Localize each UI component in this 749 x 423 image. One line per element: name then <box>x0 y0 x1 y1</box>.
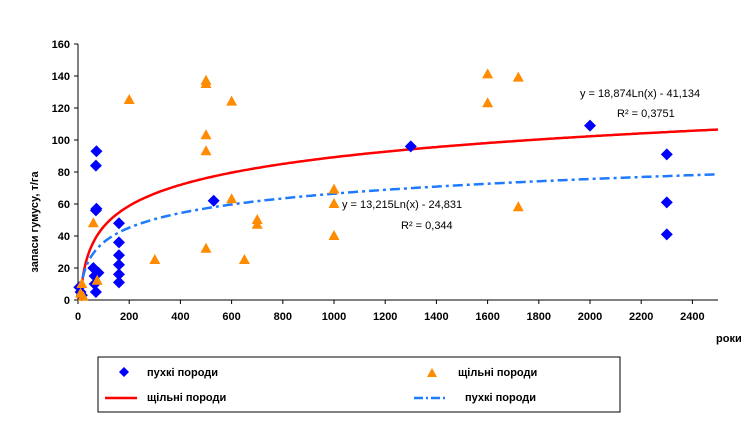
scatter-point-loose <box>112 258 125 271</box>
scatter-point-dense <box>200 129 212 140</box>
y-tick-label: 0 <box>64 295 70 307</box>
trend-lines <box>78 128 719 300</box>
scatter-point-dense <box>482 97 494 108</box>
scatter-point-dense <box>200 78 212 88</box>
x-tick-label: 200 <box>120 311 138 323</box>
legend-label-dense-trend: щільні породи <box>147 392 226 404</box>
scatter-point-dense <box>200 242 212 253</box>
scatter-point-dense <box>328 183 340 194</box>
scatter-point-dense <box>251 218 263 229</box>
x-tick-label: 2000 <box>578 311 602 323</box>
legend-label-loose-points: пухкі породи <box>147 367 218 379</box>
scatter-point-loose <box>89 159 102 172</box>
annotation-eq-dense: y = 18,874Ln(x) - 41,134 <box>580 88 700 100</box>
scatter-point-loose <box>92 266 105 279</box>
legend: пухкі породи щільні породи щільні породи… <box>97 356 621 413</box>
legend-marker-loose-points <box>119 367 129 377</box>
scatter-point-dense <box>328 198 340 208</box>
scatter-point-loose <box>112 276 125 289</box>
scatter-point-dense <box>76 278 88 288</box>
x-tick-label: 800 <box>274 311 292 323</box>
trend-line-dense <box>79 128 719 300</box>
scatter-point-dense <box>77 290 89 301</box>
trend-line-loose <box>78 173 719 299</box>
y-tick-label: 140 <box>52 71 70 83</box>
scatter-point-dense <box>512 71 524 82</box>
annotation-eq-loose: y = 13,215Ln(x) - 24,831 <box>342 199 462 211</box>
x-tick-label: 600 <box>222 311 240 323</box>
scatter-point-loose <box>90 145 103 158</box>
scatter-point-loose <box>89 286 102 298</box>
scatter-point-dense <box>328 230 340 240</box>
y-tick-label: 160 <box>52 39 70 51</box>
scatter-point-dense <box>149 254 161 264</box>
scatter-point-loose <box>584 119 596 132</box>
scatter-point-dense <box>200 145 212 156</box>
scatter-point-dense <box>512 201 524 212</box>
scatter-point-loose <box>404 140 417 153</box>
x-tick-label: 1800 <box>527 311 551 323</box>
x-tick-label: 1200 <box>373 311 397 323</box>
legend-label-dense-points: щільні породи <box>458 367 537 379</box>
y-axis-title: запаси гумусу, т/га <box>29 171 41 273</box>
scatter-point-dense <box>226 193 238 204</box>
data-points <box>73 68 673 302</box>
scatter-point-loose <box>90 202 103 215</box>
labels: запаси гумусу, т/га роки y = 18,874Ln(x)… <box>29 88 742 345</box>
x-tick-label: 0 <box>75 311 81 323</box>
scatter-point-dense <box>123 94 135 104</box>
x-tick-label: 1400 <box>424 311 448 323</box>
y-tick-label: 100 <box>52 135 70 147</box>
x-tick-label: 1000 <box>322 311 346 323</box>
x-tick-label: 1600 <box>475 311 499 323</box>
scatter-point-dense <box>226 95 238 106</box>
legend-box <box>97 356 621 413</box>
scatter-point-dense <box>482 68 494 79</box>
scatter-point-loose <box>660 196 673 209</box>
legend-label-loose-trend: пухкі породи <box>465 392 536 404</box>
scatter-point-loose <box>112 268 125 281</box>
x-tick-label: 2200 <box>629 311 653 323</box>
x-tick-label: 400 <box>171 311 189 323</box>
y-tick-label: 20 <box>58 263 70 275</box>
annotation-r2-dense: R² = 0,3751 <box>617 108 675 120</box>
x-axis-title: роки <box>716 333 742 345</box>
scatter-point-loose <box>112 249 125 262</box>
y-tick-label: 40 <box>58 231 70 243</box>
scatter-point-loose <box>112 236 125 249</box>
scatter-point-loose <box>207 194 220 207</box>
scatter-point-loose <box>112 217 125 230</box>
y-tick-label: 120 <box>52 103 70 115</box>
x-tick-label: 2400 <box>680 311 704 323</box>
annotation-r2-loose: R² = 0,344 <box>401 220 453 232</box>
scatter-point-loose <box>660 228 673 241</box>
scatter-point-dense <box>87 217 99 228</box>
scatter-point-dense <box>238 254 250 264</box>
y-tick-label: 80 <box>58 167 70 179</box>
scatter-point-loose <box>660 148 673 161</box>
y-tick-label: 60 <box>58 199 70 211</box>
legend-marker-dense-points <box>427 368 437 377</box>
scatter-point-dense <box>91 274 103 285</box>
